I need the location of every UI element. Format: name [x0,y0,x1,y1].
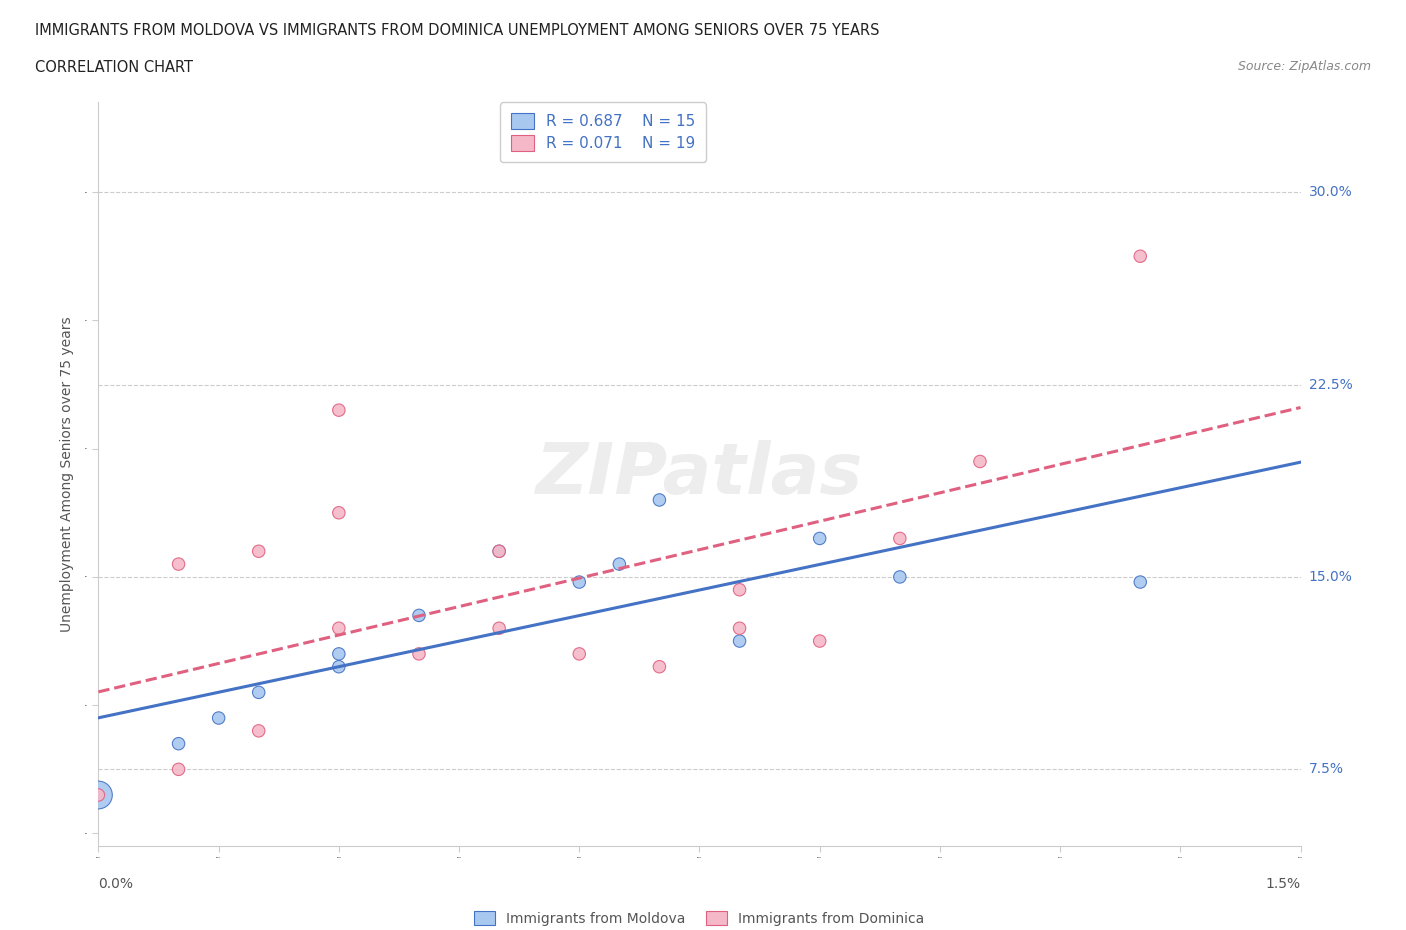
Point [328,403,350,418]
Point [208,711,231,725]
Point [488,544,510,559]
Point [167,762,190,777]
Y-axis label: Unemployment Among Seniors over 75 years: Unemployment Among Seniors over 75 years [60,316,73,632]
Point [247,544,270,559]
Text: 0.0%: 0.0% [98,877,134,891]
Point [808,531,831,546]
Point [648,493,671,508]
Text: ZIPatlas: ZIPatlas [536,440,863,509]
Point [728,633,751,648]
Text: 30.0%: 30.0% [1309,185,1353,199]
Point [328,646,350,661]
Point [568,646,591,661]
Point [648,659,671,674]
Point [1129,249,1152,264]
Point [808,633,831,648]
Point [167,737,190,751]
Text: IMMIGRANTS FROM MOLDOVA VS IMMIGRANTS FROM DOMINICA UNEMPLOYMENT AMONG SENIORS O: IMMIGRANTS FROM MOLDOVA VS IMMIGRANTS FR… [35,23,880,38]
Text: 7.5%: 7.5% [1309,763,1344,777]
Point [728,621,751,636]
Point [328,505,350,520]
Point [167,557,190,572]
Point [328,621,350,636]
Point [87,788,110,803]
Point [568,575,591,590]
Text: Source: ZipAtlas.com: Source: ZipAtlas.com [1237,60,1371,73]
Point [408,608,430,623]
Text: 22.5%: 22.5% [1309,378,1353,392]
Point [889,569,911,584]
Legend: Immigrants from Moldova, Immigrants from Dominica: Immigrants from Moldova, Immigrants from… [468,905,931,930]
Text: CORRELATION CHART: CORRELATION CHART [35,60,193,75]
Point [609,557,631,572]
Text: 15.0%: 15.0% [1309,570,1353,584]
Point [488,544,510,559]
Point [889,531,911,546]
Text: 1.5%: 1.5% [1265,877,1301,891]
Point [247,724,270,738]
Point [969,454,991,469]
Point [328,659,350,674]
Point [87,788,110,803]
Point [408,646,430,661]
Point [488,621,510,636]
Point [247,684,270,699]
Point [728,582,751,597]
Point [1129,575,1152,590]
